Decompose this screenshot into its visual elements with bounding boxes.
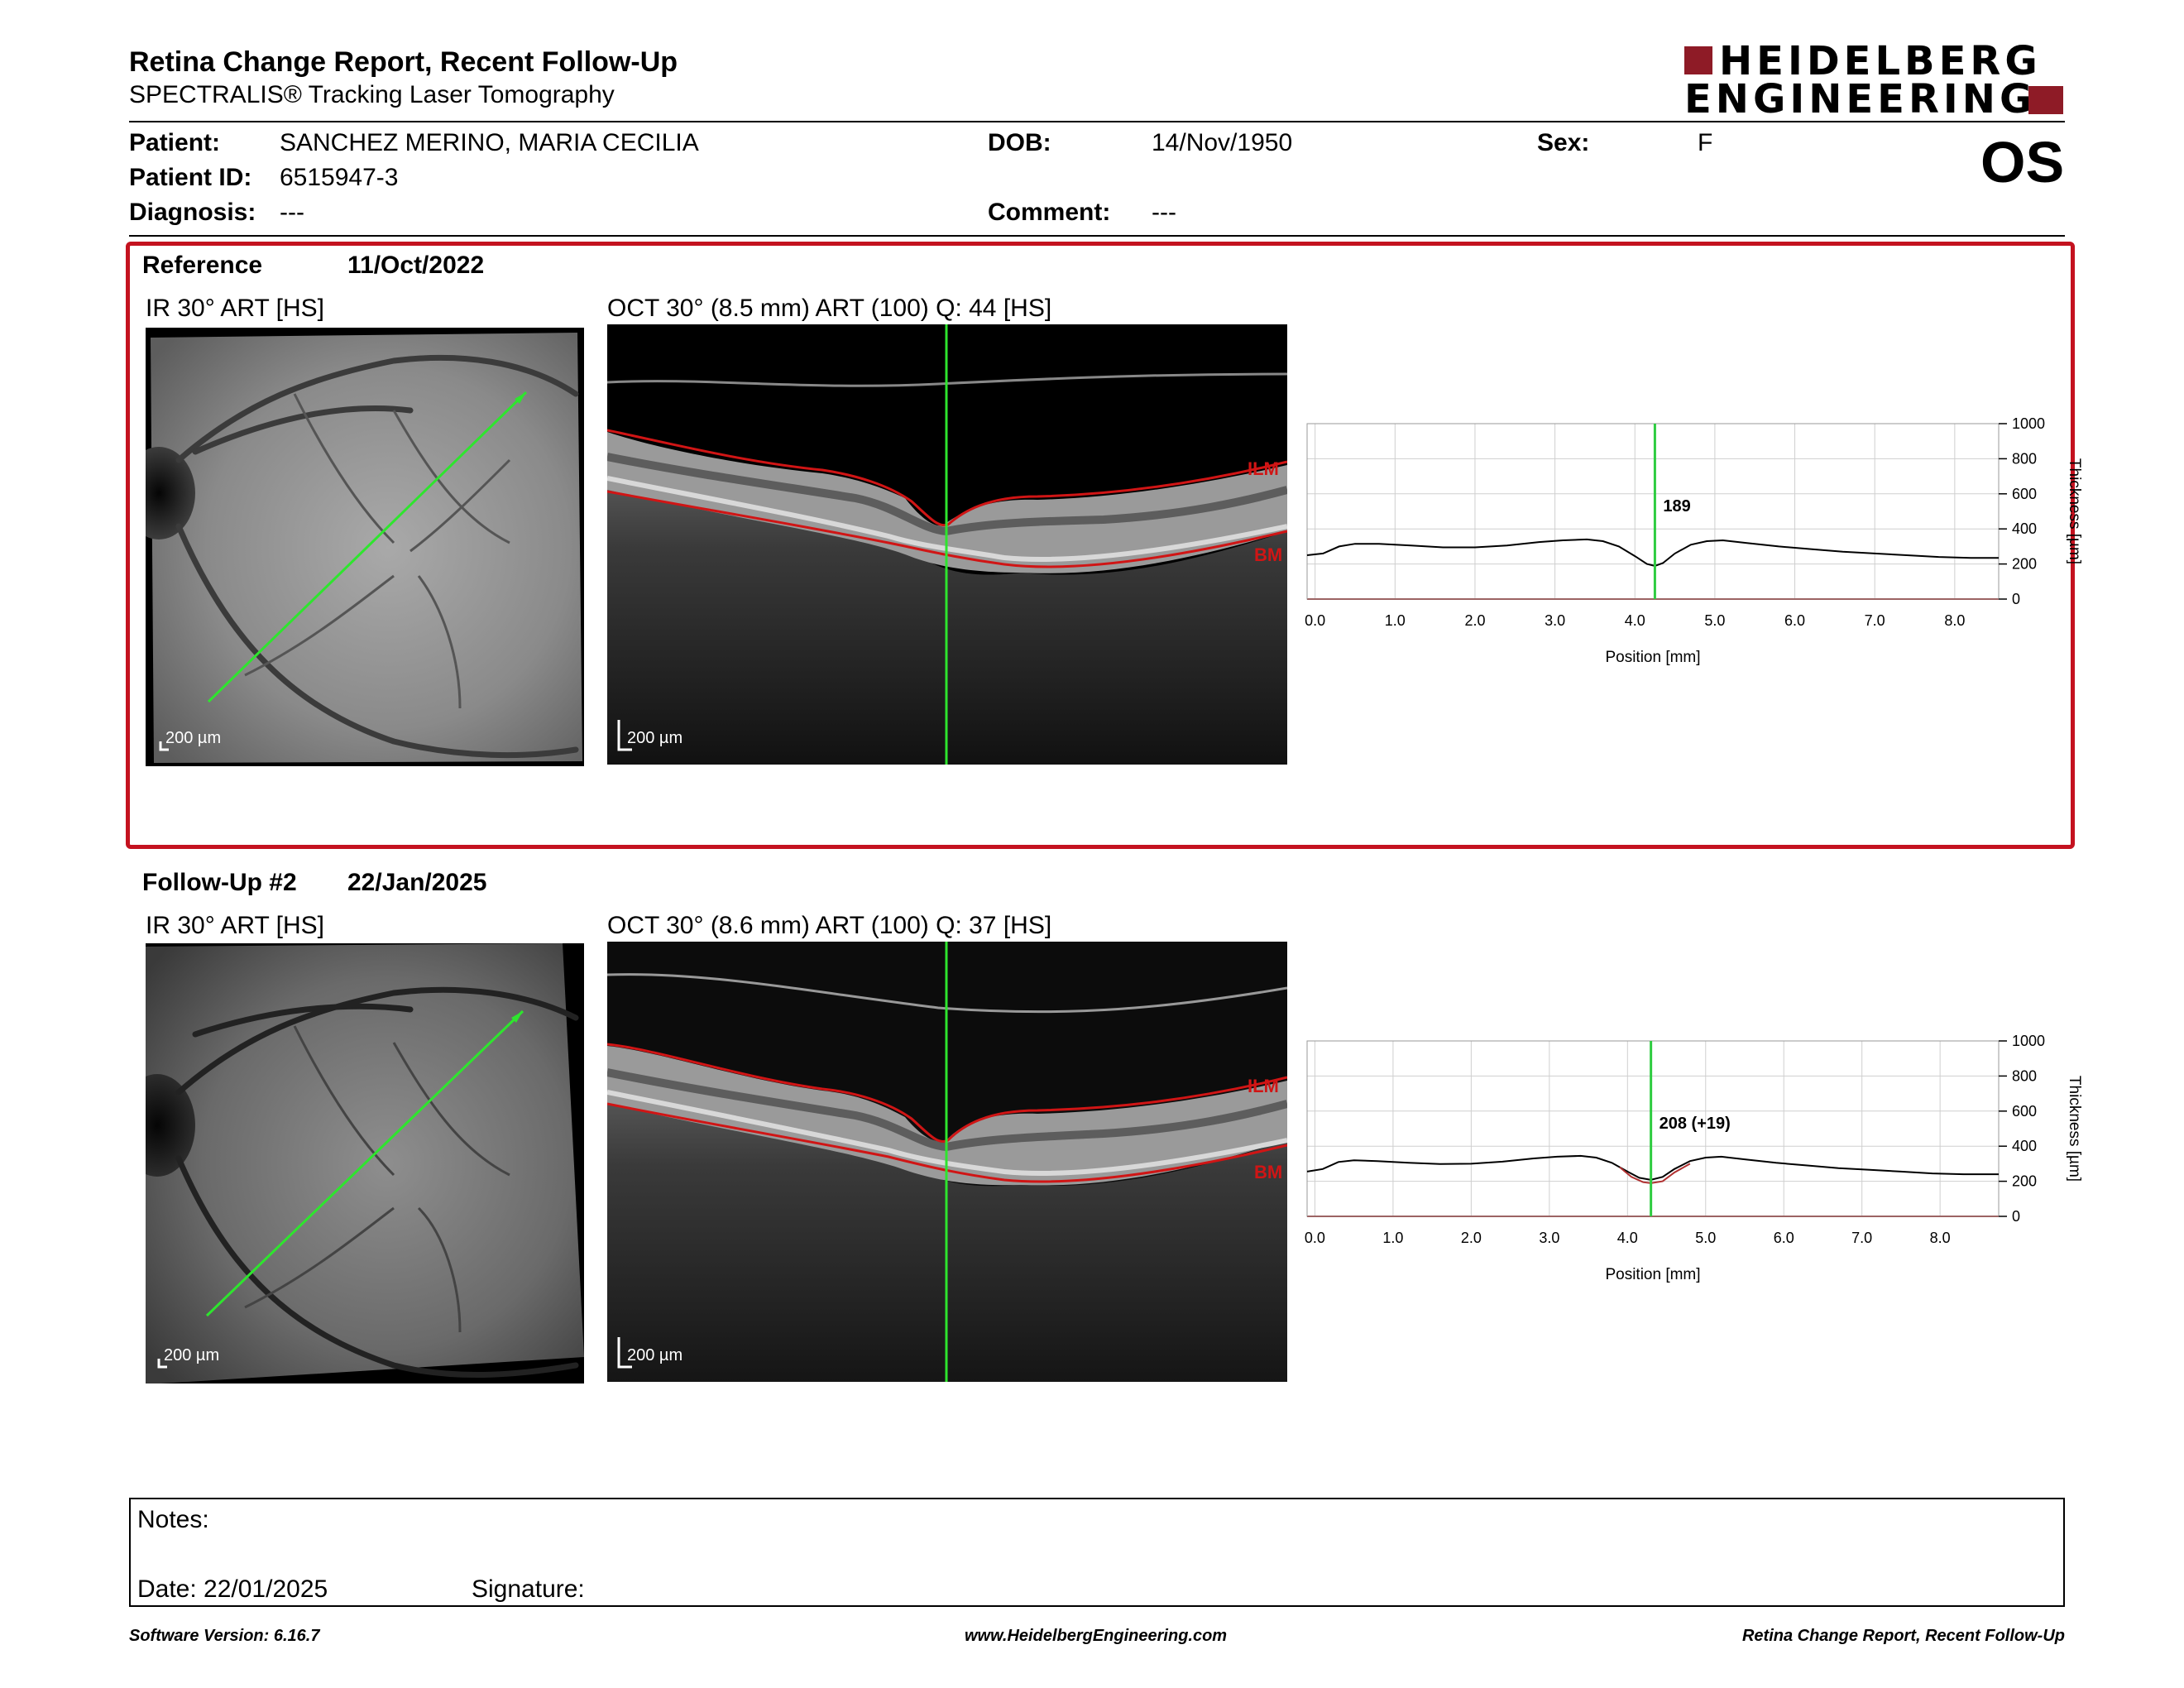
x-tick-label: 7.0	[1851, 1230, 1872, 1246]
y-tick-label: 1000	[2012, 415, 2045, 432]
notes-label: Notes:	[137, 1506, 209, 1533]
optic-disc	[146, 1074, 195, 1177]
patient-name-label: Patient:	[129, 129, 221, 156]
logo-square-bottom	[2028, 86, 2063, 114]
reference-highlight-box	[126, 242, 2075, 849]
report-title: Retina Change Report, Recent Follow-Up	[129, 46, 678, 78]
patient-id: 6515947-3	[280, 164, 399, 191]
x-tick-label: 6.0	[1774, 1230, 1794, 1246]
reference-ir-title: IR 30° ART [HS]	[146, 295, 324, 322]
x-tick-label: 2.0	[1461, 1230, 1482, 1246]
bm-label: BM	[1254, 1162, 1282, 1182]
header-divider	[129, 121, 2065, 122]
y-axis-label: Thickness [µm]	[2066, 1076, 2083, 1182]
logo-square-top	[1684, 46, 1712, 74]
optic-disc	[146, 447, 195, 539]
reference-ir-image: 200 µm	[146, 328, 584, 766]
followup-date: 22/Jan/2025	[347, 869, 487, 896]
patient-id-label: Patient ID:	[129, 164, 252, 191]
notes-date: Date: 22/01/2025	[137, 1575, 328, 1603]
x-axis-label: Position [mm]	[1605, 649, 1700, 666]
thickness-series-1	[1306, 1154, 1999, 1181]
y-tick-label: 800	[2012, 1067, 2037, 1084]
ilm-label: ILM	[1248, 458, 1279, 479]
followup-ir-scale: 200 µm	[164, 1346, 219, 1364]
x-tick-label: 5.0	[1704, 612, 1725, 629]
reference-thickness-chart: 0.0 1.0 2.0 3.0 4.0 5.0 6.0 7.0 8.0 1000 800 600 40…	[1291, 405, 2085, 679]
diagnosis-value: ---	[280, 199, 304, 226]
logo-line2: ENGINEERING	[1684, 76, 2037, 122]
dob-value: 14/Nov/1950	[1152, 129, 1293, 156]
x-tick-label: 7.0	[1865, 612, 1885, 629]
x-tick-label: 8.0	[1944, 612, 1965, 629]
patient-name: SANCHEZ MERINO, MARIA CECILIA	[280, 129, 699, 156]
dob-label: DOB:	[988, 129, 1051, 156]
sex-value: F	[1698, 129, 1713, 156]
reference-oct-title: OCT 30° (8.5 mm) ART (100) Q: 44 [HS]	[607, 295, 1052, 322]
x-tick-label: 4.0	[1625, 612, 1645, 629]
y-tick-label: 200	[2012, 1173, 2037, 1190]
followup-oct-image: ILM BM 200 µm	[607, 942, 1287, 1382]
followup-label: Follow-Up #2	[142, 869, 297, 896]
x-tick-label: 3.0	[1539, 1230, 1559, 1246]
x-tick-label: 4.0	[1617, 1230, 1638, 1246]
x-tick-label: 0.0	[1305, 1230, 1325, 1246]
x-tick-label: 1.0	[1385, 612, 1406, 629]
followup-oct-title: OCT 30° (8.6 mm) ART (100) Q: 37 [HS]	[607, 912, 1052, 939]
followup-thickness-chart: 0.0 1.0 2.0 3.0 4.0 5.0 6.0 7.0 8.0 1000 800 600 40…	[1291, 1023, 2085, 1296]
cursor-thickness-label: 208 (+19)	[1660, 1115, 1731, 1133]
y-tick-label: 400	[2012, 1138, 2037, 1154]
patient-divider	[129, 235, 2065, 237]
reference-label: Reference	[142, 252, 263, 279]
bm-line	[607, 1102, 1287, 1183]
report-subtitle: SPECTRALIS® Tracking Laser Tomography	[129, 81, 615, 108]
y-axis-label: Thickness [µm]	[2066, 458, 2083, 564]
comment-label: Comment:	[988, 199, 1111, 226]
diagnosis-label: Diagnosis:	[129, 199, 256, 226]
ilm-line	[607, 429, 1287, 527]
x-tick-label: 2.0	[1464, 612, 1485, 629]
bm-line	[607, 490, 1287, 568]
sex-label: Sex:	[1537, 129, 1590, 156]
cursor-thickness-label: 189	[1663, 497, 1690, 516]
reference-oct-image: ILM BM 200 µm	[607, 324, 1287, 765]
y-tick-label: 600	[2012, 1103, 2037, 1120]
y-tick-label: 800	[2012, 450, 2037, 467]
y-tick-label: 0	[2012, 1208, 2020, 1225]
comment-value: ---	[1152, 199, 1176, 226]
logo-line1: HEIDELBERG	[1719, 38, 2042, 84]
footer-report-name: Retina Change Report, Recent Follow-Up	[1741, 1627, 2065, 1645]
notes-box[interactable]: Notes: Date: 22/01/2025 Signature:	[129, 1498, 2065, 1607]
scan-line	[205, 1009, 524, 1317]
scan-line	[207, 391, 528, 703]
ilm-label: ILM	[1248, 1076, 1279, 1096]
x-tick-label: 1.0	[1382, 1230, 1403, 1246]
followup-oct-scale: 200 µm	[627, 1346, 682, 1364]
x-tick-label: 8.0	[1930, 1230, 1951, 1246]
y-tick-label: 1000	[2012, 1033, 2045, 1049]
bm-label: BM	[1254, 544, 1282, 565]
x-axis-label: Position [mm]	[1605, 1266, 1700, 1283]
y-tick-label: 200	[2012, 556, 2037, 573]
website-link[interactable]: www.HeidelbergEngineering.com	[965, 1627, 1228, 1645]
x-tick-label: 6.0	[1784, 612, 1805, 629]
y-tick-label: 0	[2012, 591, 2020, 607]
eye-label: OS	[1980, 130, 2065, 194]
thickness-series-1	[1306, 538, 1999, 567]
ilm-line	[607, 1043, 1287, 1143]
x-tick-label: 0.0	[1305, 612, 1325, 629]
reference-oct-scale: 200 µm	[627, 729, 682, 747]
y-tick-label: 600	[2012, 486, 2037, 502]
x-tick-label: 3.0	[1545, 612, 1565, 629]
software-version: Software Version: 6.16.7	[129, 1627, 320, 1645]
followup-ir-title: IR 30° ART [HS]	[146, 912, 324, 939]
reference-date: 11/Oct/2022	[347, 252, 485, 279]
reference-ir-scale: 200 µm	[165, 729, 221, 747]
signature-label: Signature:	[472, 1575, 585, 1603]
x-tick-label: 5.0	[1695, 1230, 1716, 1246]
followup-ir-image: 200 µm	[146, 943, 584, 1383]
y-tick-label: 400	[2012, 520, 2037, 537]
